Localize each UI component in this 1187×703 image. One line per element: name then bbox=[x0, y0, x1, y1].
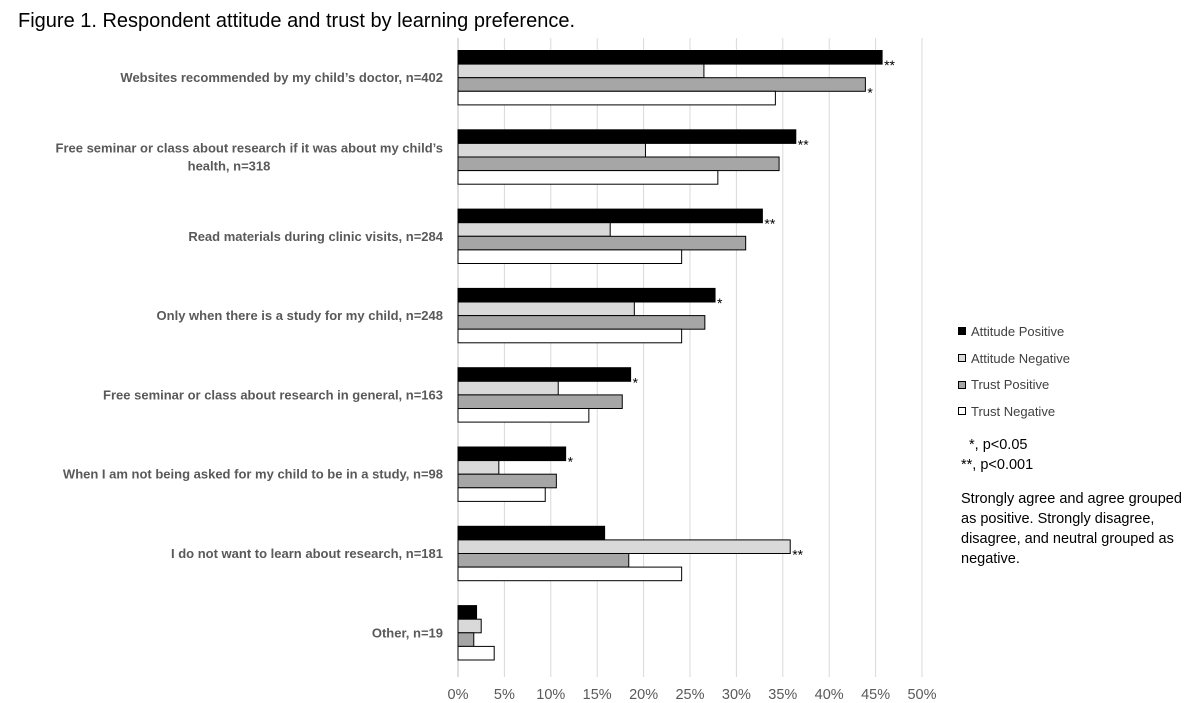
x-tick-label: 20% bbox=[629, 687, 658, 703]
category-label: When I am not being asked for my child t… bbox=[63, 467, 443, 482]
bar bbox=[457, 287, 716, 303]
x-tick-label: 15% bbox=[583, 687, 612, 703]
bars bbox=[457, 50, 883, 661]
significance-marker: * bbox=[867, 84, 873, 100]
category-label: Read materials during clinic visits, n=2… bbox=[188, 229, 443, 244]
bar bbox=[457, 618, 482, 634]
legend-label: Trust Negative bbox=[971, 403, 1056, 419]
bar bbox=[457, 539, 791, 555]
bar bbox=[457, 315, 706, 330]
grouping-description: Strongly agree and agree grouped as posi… bbox=[961, 491, 1182, 567]
legend-label: Attitude Positive bbox=[971, 323, 1065, 339]
significance-markers: ************ bbox=[568, 57, 896, 562]
bar bbox=[457, 632, 475, 647]
category-label: I do not want to learn about research, n… bbox=[171, 546, 443, 561]
bar bbox=[457, 208, 763, 224]
category-label: Free seminar or class about research in … bbox=[103, 387, 443, 402]
x-tick-label: 45% bbox=[861, 687, 890, 703]
bar bbox=[457, 222, 611, 237]
legend: Attitude Positive Attitude Negative Trust … bbox=[958, 318, 1178, 425]
category-labels: Websites recommended by my child’s docto… bbox=[56, 70, 444, 640]
bar bbox=[457, 394, 623, 409]
category-label: Other, n=19 bbox=[372, 625, 443, 640]
bar bbox=[457, 487, 546, 502]
significance-marker: ** bbox=[798, 136, 809, 152]
bar bbox=[457, 525, 606, 541]
x-tick-label: 40% bbox=[815, 687, 844, 703]
significance-marker: ** bbox=[764, 216, 775, 232]
bar bbox=[457, 367, 632, 382]
x-tick-label: 25% bbox=[675, 687, 704, 703]
chart-title: Figure 1. Respondent attitude and trust … bbox=[18, 10, 576, 32]
bar bbox=[457, 328, 683, 344]
bar bbox=[457, 170, 719, 185]
bar bbox=[457, 605, 478, 620]
legend-swatch bbox=[958, 327, 966, 336]
bar bbox=[457, 249, 683, 264]
bar bbox=[457, 460, 500, 475]
significance-note-1: *, p<0.05 bbox=[969, 437, 1028, 453]
bar bbox=[457, 90, 776, 106]
significance-marker: ** bbox=[792, 547, 803, 563]
category-label: health, n=318 bbox=[188, 159, 271, 174]
legend-swatch bbox=[958, 380, 966, 389]
bar bbox=[457, 301, 635, 317]
bar bbox=[457, 63, 705, 79]
x-tick-labels: 0% 5% 10% 15% 20% 25% 30% 35% 40% 45% 50% bbox=[448, 687, 937, 703]
x-tick-label: 0% bbox=[448, 687, 469, 703]
significance-note-2: **, p<0.001 bbox=[961, 457, 1034, 473]
legend-label: Trust Positive bbox=[971, 377, 1050, 393]
bar bbox=[457, 473, 557, 489]
bar bbox=[457, 156, 780, 172]
bar bbox=[457, 235, 747, 251]
legend-item: Attitude Negative bbox=[958, 345, 1178, 372]
legend-swatch bbox=[958, 407, 966, 416]
bar bbox=[457, 77, 866, 92]
bar bbox=[457, 142, 646, 158]
significance-marker: ** bbox=[884, 57, 895, 73]
significance-marker: * bbox=[633, 374, 639, 390]
x-tick-label: 10% bbox=[536, 687, 565, 703]
bar bbox=[457, 645, 495, 661]
bar bbox=[457, 380, 559, 396]
category-label: Free seminar or class about research if … bbox=[56, 141, 444, 156]
significance-marker: * bbox=[717, 295, 723, 311]
significance-marker: * bbox=[568, 454, 574, 470]
x-tick-label: 50% bbox=[907, 687, 936, 703]
bar bbox=[457, 129, 797, 144]
legend-item: Trust Positive bbox=[958, 371, 1178, 398]
x-tick-label: 35% bbox=[768, 687, 797, 703]
category-label: Websites recommended by my child’s docto… bbox=[120, 70, 443, 85]
legend-label: Attitude Negative bbox=[971, 350, 1071, 366]
x-tick-label: 5% bbox=[494, 687, 515, 703]
bar bbox=[457, 408, 590, 423]
notes: *, p<0.05 **, p<0.001 Strongly agree and… bbox=[961, 435, 1183, 569]
bar bbox=[457, 50, 883, 65]
bar bbox=[457, 553, 630, 568]
category-label: Only when there is a study for my child,… bbox=[157, 308, 443, 323]
bar bbox=[457, 566, 683, 582]
legend-swatch bbox=[958, 354, 966, 363]
legend-item: Attitude Positive bbox=[958, 318, 1178, 345]
legend-item: Trust Negative bbox=[958, 398, 1178, 425]
x-tick-label: 30% bbox=[722, 687, 751, 703]
bar bbox=[457, 446, 567, 462]
